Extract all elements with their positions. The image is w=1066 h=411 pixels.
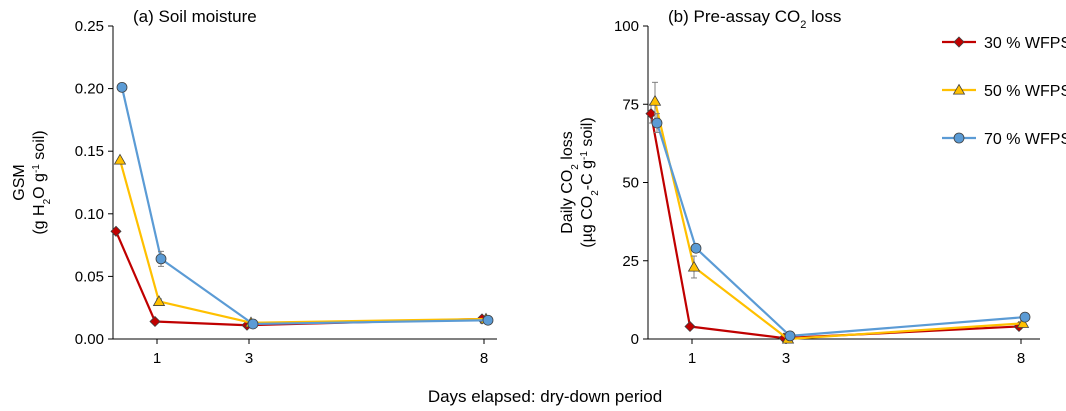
data-point [247, 318, 259, 330]
series-line-2 [653, 100, 1024, 341]
data-point [690, 242, 702, 254]
legend-marker [953, 132, 965, 144]
data-point [152, 295, 166, 306]
data-point [1016, 317, 1030, 328]
series-line-3 [120, 87, 489, 326]
x-tick-label: 3 [782, 350, 790, 367]
panel-soil-moisture: 0.00 0.05 0.10 0.15 0.20 0.25 1 3 8 (a) Soil mois… [11, 7, 497, 367]
legend: 30 % WFPS 50 % WFPS 70 % WFPS [942, 35, 1066, 148]
y-tick-label: 0 [631, 331, 639, 348]
legend-label: 30 % WFPS [984, 35, 1066, 52]
y-tick-label: 75 [622, 96, 639, 113]
x-tick-label: 8 [480, 350, 488, 367]
y-tick-label: 0.20 [75, 81, 104, 98]
y-axis-label: GSM [11, 164, 28, 200]
data-point [110, 225, 122, 237]
y-tick-label: 0.05 [75, 268, 104, 285]
data-point [155, 253, 167, 265]
y-tick-label: 0.00 [75, 331, 104, 348]
series-line-1 [114, 230, 483, 327]
series-line-3 [655, 122, 1026, 337]
y-axis-unit: (g H2O g-1 soil) [31, 130, 53, 234]
legend-label: 70 % WFPS [984, 131, 1066, 148]
panel-co2-loss: 0 25 50 75 100 1 3 8 (b) Pre-assay CO2 loss Daily… [559, 7, 1040, 367]
data-point [648, 94, 662, 106]
panel-title: (a) Soil moisture [133, 7, 257, 26]
x-tick-label: 8 [1017, 350, 1025, 367]
data-point [113, 153, 127, 165]
data-point [1019, 311, 1031, 323]
data-point [149, 315, 161, 328]
series-line-1 [649, 113, 1020, 340]
x-tick-label: 1 [153, 350, 161, 367]
data-point [784, 330, 796, 342]
x-axis-label: Days elapsed: dry-down period [428, 387, 662, 406]
data-point [687, 260, 701, 272]
series-line-2 [118, 159, 487, 324]
x-tick-label: 3 [245, 350, 253, 367]
x-tick-label: 1 [688, 350, 696, 367]
y-tick-label: 0.25 [75, 18, 104, 35]
data-point [116, 81, 128, 93]
legend-label: 50 % WFPS [984, 83, 1066, 100]
data-point [651, 117, 663, 129]
y-axis-unit: (µg CO2-C g-1 soil) [579, 117, 601, 247]
y-tick-label: 0.15 [75, 143, 104, 160]
legend-marker [953, 36, 965, 48]
y-tick-label: 0.10 [75, 206, 104, 223]
panel-title: (b) Pre-assay CO2 loss [668, 7, 841, 31]
data-point [684, 320, 696, 333]
y-axis-label: Daily CO2 loss [559, 131, 581, 233]
data-point [645, 108, 657, 120]
y-tick-label: 25 [622, 253, 639, 270]
y-tick-label: 100 [614, 18, 639, 35]
y-tick-label: 50 [622, 175, 639, 192]
data-point [482, 314, 494, 326]
legend-marker [952, 83, 966, 95]
